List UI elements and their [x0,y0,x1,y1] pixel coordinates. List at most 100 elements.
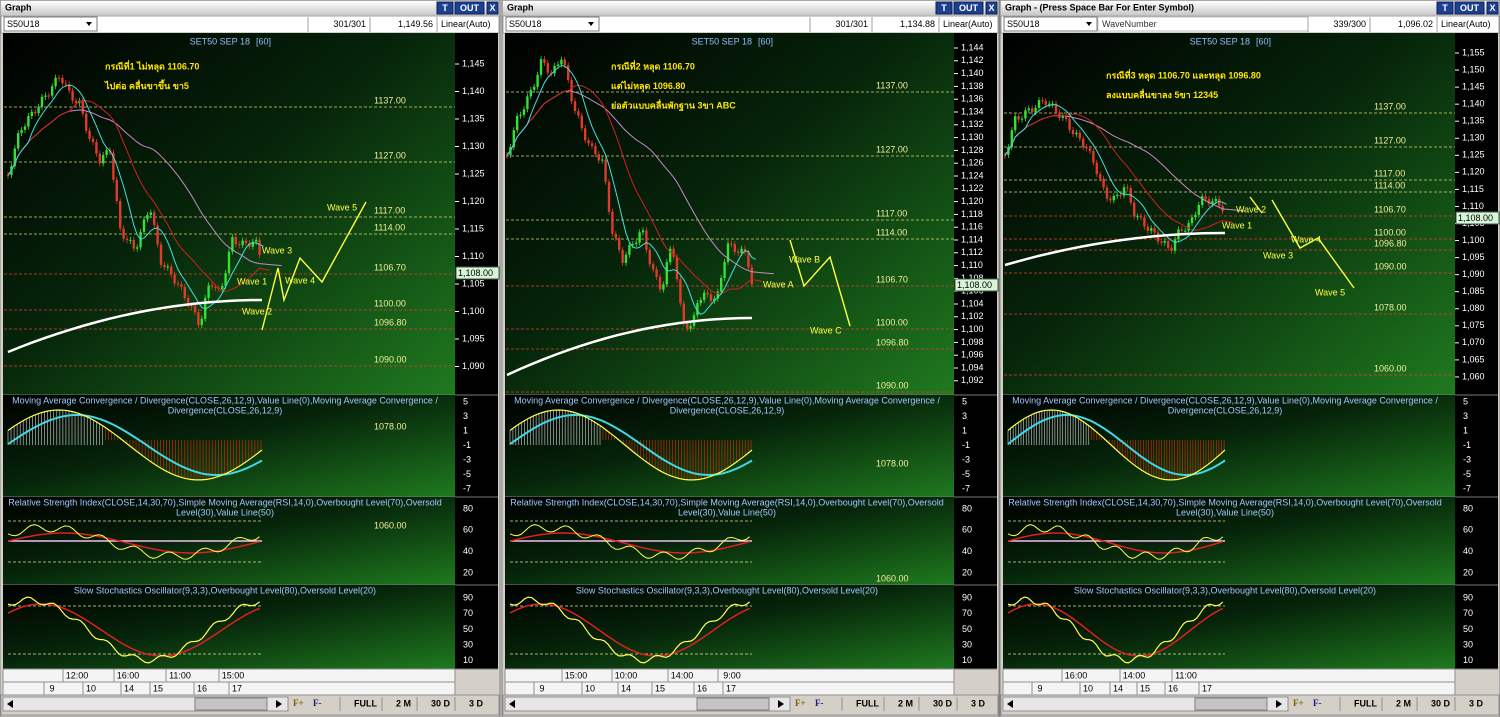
zoom-button[interactable]: F- [313,698,322,708]
candle-body [204,297,207,319]
window-button-label[interactable]: X [1489,3,1495,13]
candle-body [27,116,30,127]
range-button[interactable]: 30 D [1431,698,1451,708]
candle-body [1024,110,1027,119]
level-label: 1096.80 [374,317,407,327]
level-label: 1137.00 [1374,101,1406,111]
candle-body [1078,132,1081,139]
candle-body [1051,103,1054,105]
scale-mode[interactable]: Linear(Auto) [441,19,491,29]
price-tick-label: 1,065 [1462,354,1485,364]
scroll-arrow [276,700,282,708]
symbol-dropdown[interactable] [3,16,98,32]
candle-body [1027,108,1030,111]
candle-body [655,269,658,277]
candle-body [34,111,37,114]
candle-body [1017,116,1020,120]
chart-pane [505,395,954,497]
candle-body [577,111,580,116]
candle-body [604,159,607,182]
window-button[interactable] [436,1,454,15]
scroll-thumb[interactable] [194,697,268,711]
wave-line [261,201,367,331]
candle-body [210,285,214,287]
window-button[interactable] [1436,1,1454,15]
candle-body [1058,112,1061,118]
symbol[interactable]: S50U18 [509,19,542,29]
window-button[interactable] [953,1,984,15]
candle-body [251,241,254,247]
candle-body [536,74,539,87]
candle-body [183,286,186,299]
window-button-label[interactable]: X [988,3,994,13]
candle-body [1020,118,1024,120]
candle-body [1048,103,1051,105]
price-tick-label: 1,100 [1462,235,1485,245]
zoom-button[interactable]: F+ [1293,698,1304,708]
candle-body [553,65,556,74]
window-button-label[interactable]: T [1442,3,1448,13]
range-button[interactable]: 3 D [1469,698,1484,708]
candle-body [1041,100,1044,102]
zoom-button[interactable]: F- [815,698,824,708]
symbol[interactable]: S50U18 [1007,19,1040,29]
range-button[interactable]: 3 D [469,698,484,708]
indicator-tick-label: 1 [962,425,967,435]
window-button[interactable] [454,1,485,15]
window-button-label[interactable]: OUT [959,3,979,13]
symbol[interactable]: S50U18 [7,19,40,29]
price-tick-label: 1,100 [961,324,984,334]
wave-label: Wave 2 [242,306,272,316]
wave-label: Wave 3 [262,245,292,255]
window-button[interactable] [486,1,499,15]
window-button-label[interactable]: X [489,3,495,13]
indicator-tick-label: 40 [463,546,473,556]
window-button[interactable] [1454,1,1485,15]
window-button[interactable] [1486,1,1499,15]
window-button[interactable] [935,1,953,15]
scroll-thumb[interactable] [696,697,770,711]
window-button-label[interactable]: OUT [1460,3,1480,13]
indicator-tick-label: 5 [962,396,967,406]
window-button-label[interactable]: T [941,3,947,13]
window-button-label[interactable]: OUT [460,3,480,13]
level-label: 1078.00 [374,421,407,431]
candle-body [91,138,95,143]
range-button[interactable]: 30 D [933,698,953,708]
chart-pane [3,395,455,497]
range-button[interactable]: 2 M [898,698,913,708]
range-button[interactable]: 30 D [431,698,451,708]
range-button[interactable]: FULL [354,698,377,708]
symbol-dropdown[interactable] [505,16,600,32]
indicator-title: Moving Average Convergence / Divergence(… [514,395,940,405]
candle-body [740,248,743,253]
range-button[interactable]: FULL [856,698,879,708]
level-label: 1137.00 [374,95,406,105]
indicator-tick-label: -5 [962,469,970,479]
range-button[interactable]: FULL [1354,698,1377,708]
price-tick-label: 1,140 [1462,99,1485,109]
scroll-thumb[interactable] [1194,697,1268,711]
price-tick-label: 1,110 [961,260,983,270]
annotation: ไปต่อ คลื่นขาขึ้น ขา5 [104,79,189,91]
zoom-button[interactable]: F+ [293,698,304,708]
wave-label: Wave 3 [1263,250,1293,260]
range-button[interactable]: 2 M [396,698,411,708]
scale-mode[interactable]: Linear(Auto) [1441,19,1491,29]
candle-body [1201,196,1204,205]
indicator-tick-label: 90 [1463,592,1473,602]
range-button[interactable]: 3 D [971,698,986,708]
scale-mode[interactable]: Linear(Auto) [943,19,993,29]
price-tick-label: 1,095 [462,333,485,343]
candle-body [580,115,583,129]
candle-body [227,251,231,273]
range-button[interactable]: 2 M [1396,698,1411,708]
symbol-dropdown[interactable] [1003,16,1098,32]
zoom-button[interactable]: F- [1313,698,1322,708]
wave-label: Wave 1 [1222,220,1252,230]
indicator-tick-label: 10 [1463,655,1473,665]
window-button-label[interactable]: T [442,3,448,13]
indicator-tick-label: 30 [962,639,972,649]
window-button[interactable] [985,1,998,15]
zoom-button[interactable]: F+ [795,698,806,708]
